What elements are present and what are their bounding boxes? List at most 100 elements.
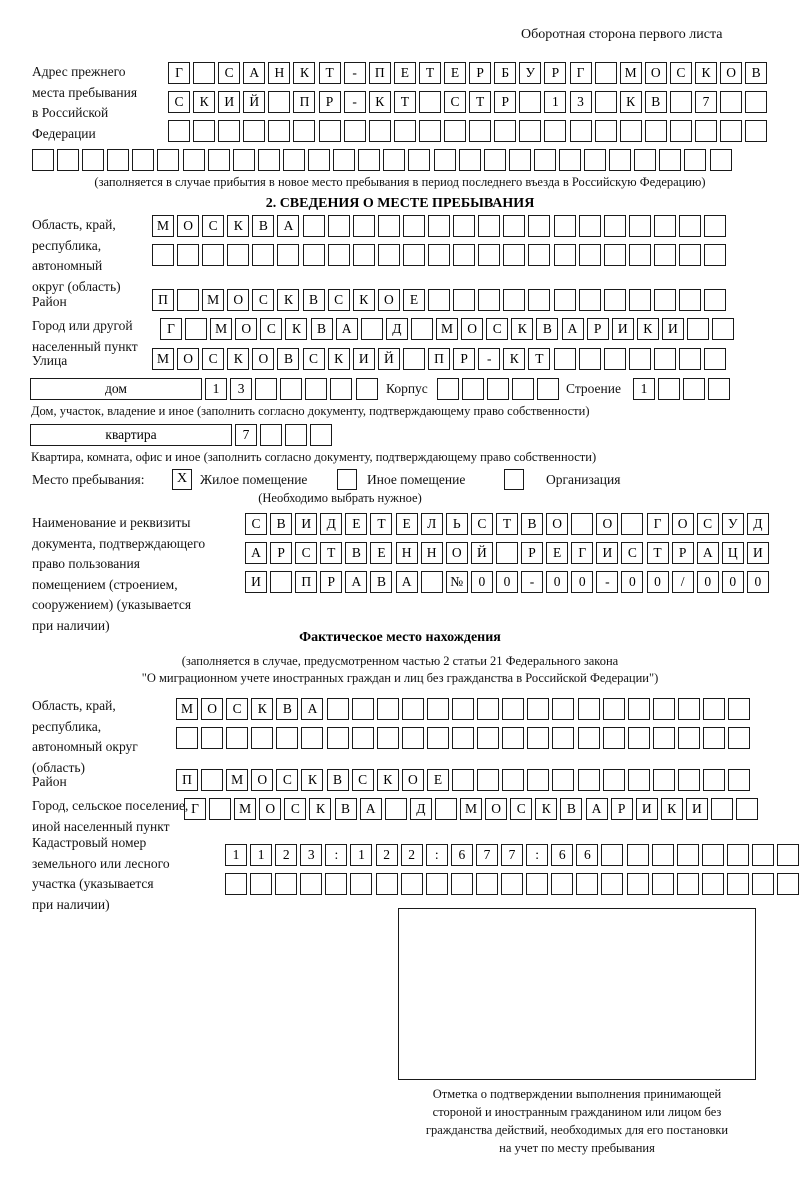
actual-region-row-1-cell-5[interactable]: А (301, 698, 324, 720)
actual-city-row-cell-10[interactable] (434, 798, 457, 820)
section2-street-row-cell-20[interactable] (653, 348, 676, 370)
document-row-2-cell-3[interactable]: Т (320, 542, 343, 564)
section2-district-row-cell-8[interactable]: К (352, 289, 375, 311)
prev-address-row-3-cell-16[interactable] (569, 120, 592, 142)
actual-region-row-1-cell-19[interactable] (652, 698, 675, 720)
section2-region-row-2[interactable] (152, 244, 727, 266)
document-row-2-cell-17[interactable]: Р (671, 542, 694, 564)
section2-region-row-2-cell-18[interactable] (603, 244, 626, 266)
actual-district-row-cell-4[interactable]: С (276, 769, 299, 791)
section2-region-row-1-cell-5[interactable]: А (277, 215, 300, 237)
document-row-2-cell-9[interactable]: Й (470, 542, 493, 564)
section2-city-row-cell-15[interactable]: В (536, 318, 559, 340)
house-number-cells-cell-5[interactable] (330, 378, 353, 400)
section2-region-row-2-cell-6[interactable] (302, 244, 325, 266)
section2-city-row-cell-6[interactable]: В (310, 318, 333, 340)
flat-number-cells-cell-0[interactable]: 7 (235, 424, 257, 446)
prev-address-row-3-cell-2[interactable] (218, 120, 241, 142)
actual-region-row-2-cell-2[interactable] (226, 727, 249, 749)
section2-region-row-1-cell-9[interactable] (377, 215, 400, 237)
actual-region-row-1-cell-7[interactable] (351, 698, 374, 720)
document-row-2-cell-6[interactable]: Н (395, 542, 418, 564)
document-row-3-cell-6[interactable]: А (395, 571, 418, 593)
section2-city-row-cell-9[interactable]: Д (385, 318, 408, 340)
section2-region-row-1-cell-11[interactable] (428, 215, 451, 237)
actual-region-row-1-cell-16[interactable] (577, 698, 600, 720)
actual-district-row-cell-10[interactable]: Е (426, 769, 449, 791)
section2-region-row-1-cell-2[interactable]: С (202, 215, 225, 237)
house-number-cells-cell-4[interactable] (305, 378, 328, 400)
cadastral-row-1-cell-18[interactable] (676, 844, 699, 866)
prev-address-row-4-cell-27[interactable] (709, 149, 732, 171)
section2-city-row-cell-4[interactable]: С (260, 318, 283, 340)
document-row-1-cell-20[interactable]: Д (746, 513, 769, 535)
prev-address-row-3-cell-5[interactable] (293, 120, 316, 142)
actual-district-row-cell-2[interactable]: М (226, 769, 249, 791)
cadastral-row-2-cell-14[interactable] (576, 873, 599, 895)
cadastral-row-2-cell-16[interactable] (626, 873, 649, 895)
document-row-3-cell-3[interactable]: Р (320, 571, 343, 593)
prev-address-row-1-cell-0[interactable]: Г (168, 62, 190, 84)
prev-address-row-4-cell-24[interactable] (634, 149, 657, 171)
actual-district-row-cell-16[interactable] (577, 769, 600, 791)
document-row-1-cell-8[interactable]: Ь (445, 513, 468, 535)
section2-street-row-cell-2[interactable]: С (202, 348, 225, 370)
prev-address-row-3-cell-6[interactable] (318, 120, 341, 142)
prev-address-row-1-cell-19[interactable]: О (644, 62, 667, 84)
document-row-2-cell-0[interactable]: А (245, 542, 267, 564)
document-row-3-cell-19[interactable]: 0 (721, 571, 744, 593)
prev-address-row-4-cell-19[interactable] (508, 149, 531, 171)
section2-street-row-cell-7[interactable]: К (327, 348, 350, 370)
actual-city-row-cell-20[interactable]: И (685, 798, 708, 820)
actual-region-row-2-cell-8[interactable] (376, 727, 399, 749)
section2-region-row-1-cell-15[interactable] (528, 215, 551, 237)
section2-city-row-cell-5[interactable]: К (285, 318, 308, 340)
actual-region-row-1-cell-11[interactable] (452, 698, 475, 720)
prev-address-row-1-cell-7[interactable]: - (343, 62, 366, 84)
section2-region-row-1-cell-17[interactable] (578, 215, 601, 237)
prev-address-row-1-cell-13[interactable]: Б (494, 62, 517, 84)
section2-street-row-cell-22[interactable] (704, 348, 727, 370)
section2-city-row-cell-1[interactable] (185, 318, 208, 340)
actual-city-row-cell-4[interactable]: С (284, 798, 307, 820)
prev-address-row-4-cell-21[interactable] (558, 149, 581, 171)
prev-address-row-1-cell-6[interactable]: Т (318, 62, 341, 84)
section2-city-row-cell-2[interactable]: М (210, 318, 233, 340)
prev-address-row-3-cell-1[interactable] (193, 120, 216, 142)
section2-street-row-cell-9[interactable]: Й (377, 348, 400, 370)
section2-region-row-2-cell-22[interactable] (704, 244, 727, 266)
actual-district-row-cell-13[interactable] (502, 769, 525, 791)
prev-address-row-3-cell-11[interactable] (444, 120, 467, 142)
section2-street-row-cell-6[interactable]: С (302, 348, 325, 370)
cadastral-row-2-cell-6[interactable] (375, 873, 398, 895)
prev-address-row-1-cell-4[interactable]: Н (268, 62, 291, 84)
actual-district-row-cell-20[interactable] (677, 769, 700, 791)
actual-city-row-cell-19[interactable]: К (660, 798, 683, 820)
actual-region-row-1-cell-8[interactable] (376, 698, 399, 720)
document-row-1-cell-14[interactable]: О (596, 513, 619, 535)
prev-address-row-2-cell-20[interactable] (669, 91, 692, 113)
actual-city-row-cell-3[interactable]: О (259, 798, 282, 820)
document-row-3-cell-14[interactable]: - (596, 571, 619, 593)
actual-region-row-2-cell-17[interactable] (602, 727, 625, 749)
document-row-1-cell-9[interactable]: С (470, 513, 493, 535)
document-row-3-cell-2[interactable]: П (295, 571, 318, 593)
prev-address-row-3-cell-0[interactable] (168, 120, 190, 142)
section2-district-row-cell-1[interactable] (177, 289, 200, 311)
prev-address-row-2-cell-6[interactable]: Р (318, 91, 341, 113)
actual-district-row-cell-19[interactable] (652, 769, 675, 791)
section2-region-row-1-cell-14[interactable] (503, 215, 526, 237)
document-row-1-cell-11[interactable]: В (521, 513, 544, 535)
cadastral-row-2-cell-20[interactable] (726, 873, 749, 895)
cadastral-row-1-cell-22[interactable] (777, 844, 800, 866)
section2-street-row-cell-18[interactable] (603, 348, 626, 370)
prev-address-row-1-cell-14[interactable]: У (519, 62, 542, 84)
cadastral-row-1-cell-5[interactable]: 1 (350, 844, 373, 866)
cadastral-row-2[interactable] (225, 873, 800, 895)
prev-address-row-2-cell-12[interactable]: Т (469, 91, 492, 113)
prev-address-row-3-cell-3[interactable] (243, 120, 266, 142)
actual-city-row-cell-12[interactable]: О (485, 798, 508, 820)
actual-district-row-cell-22[interactable] (728, 769, 751, 791)
